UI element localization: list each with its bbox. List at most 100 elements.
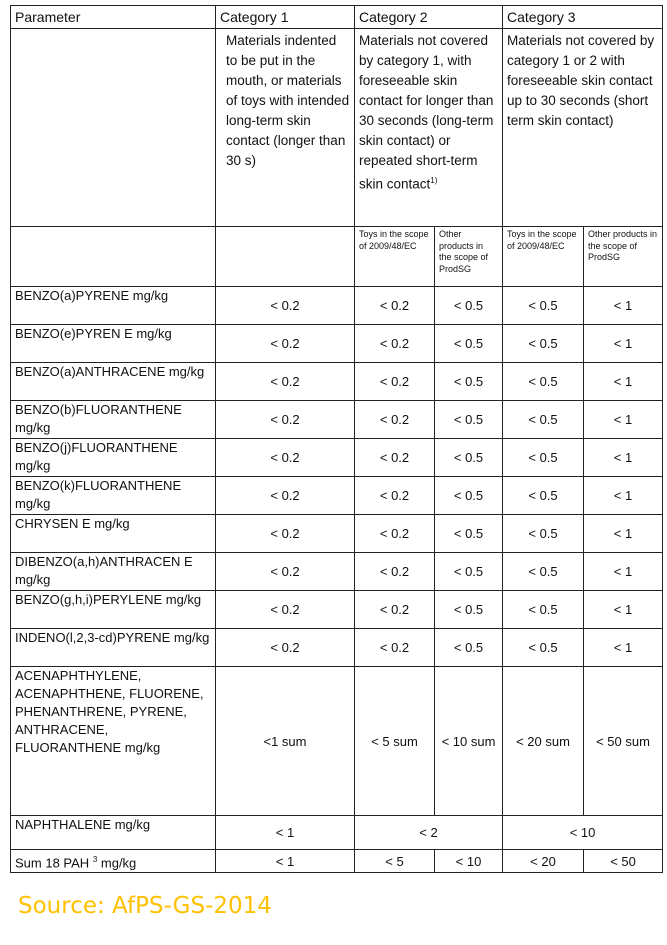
value-cell: < 0.2 (354, 590, 435, 629)
table-row: BENZO(a)ANTHRACENE mg/kg < 0.2 < 0.2 < 0.5 <… (10, 362, 664, 401)
param-name: BENZO(j)FLUORANTHENE mg/kg (10, 438, 216, 477)
value-cell: < 0.2 (354, 628, 435, 667)
value-cell: < 10 (502, 815, 664, 850)
value-cell: < 0.2 (215, 362, 355, 401)
value-cell: < 1 (583, 400, 664, 439)
value-cell: < 0.5 (502, 438, 585, 477)
value-cell: < 0.2 (354, 438, 435, 477)
value-cell: < 0.2 (215, 324, 355, 363)
empty-cell (10, 226, 216, 287)
source-caption: Source: AfPS-GS-2014 (18, 893, 272, 919)
table-row: BENZO(j)FLUORANTHENE mg/kg < 0.2 < 0.2 < 0.… (10, 438, 664, 477)
value-cell: < 0.2 (354, 324, 435, 363)
value-cell: < 0.5 (433, 476, 504, 515)
value-cell: < 1 (583, 324, 664, 363)
category-2-description: Materials not covered by category 1, wit… (353, 28, 504, 227)
cat3-other-subheader: Other products in the scope of ProdSG (583, 226, 664, 287)
value-cell: < 0.2 (215, 590, 355, 629)
value-cell: < 1 (215, 848, 355, 874)
header-category-3: Category 3 (502, 5, 664, 29)
value-cell: < 0.2 (215, 514, 355, 553)
table-row: DIBENZO(a,h)ANTHRACEN E mg/kg < 0.2 < 0.2 <… (10, 552, 664, 591)
footnote-marker: 3 (92, 855, 98, 864)
value-cell: < 0.5 (502, 476, 585, 515)
value-cell: <1 sum (215, 666, 355, 816)
category-2-description-text: Materials not covered by category 1, wit… (359, 33, 494, 192)
value-cell: < 0.5 (502, 514, 585, 553)
value-cell: < 0.5 (502, 286, 585, 325)
value-cell: < 0.5 (433, 552, 504, 591)
value-cell: < 0.2 (354, 362, 435, 401)
table-row: BENZO(g,h,i)PERYLENE mg/kg < 0.2 < 0.2 < 0.… (10, 590, 664, 629)
param-name: BENZO(a)ANTHRACENE mg/kg (10, 362, 216, 401)
value-cell: < 0.2 (215, 628, 355, 667)
table-row: BENZO(e)PYREN E mg/kg < 0.2 < 0.2 < 0.5 < 0.… (10, 324, 664, 363)
value-cell: < 10 (433, 848, 504, 874)
header-category-2: Category 2 (353, 5, 504, 29)
description-row: Materials indented to be put in the mout… (10, 28, 664, 227)
value-cell: < 1 (583, 438, 664, 477)
header-parameter: Parameter (10, 5, 216, 29)
param-unit: mg/kg (100, 855, 137, 871)
cat3-toys-subheader: Toys in the scope of 2009/48/EC (502, 226, 585, 287)
param-name: Sum 18 PAH 3 mg/kg (10, 848, 216, 874)
value-cell: < 0.5 (433, 324, 504, 363)
value-cell: < 50 (583, 848, 664, 874)
table-row: BENZO(b)FLUORANTHENE mg/kg < 0.2 < 0.2 < 0.… (10, 400, 664, 439)
value-cell: < 0.5 (502, 362, 585, 401)
cat2-other-subheader: Other products in the scope of ProdSG (433, 226, 504, 287)
param-name: BENZO(e)PYREN E mg/kg (10, 324, 216, 363)
param-text: Sum 18 PAH (15, 855, 90, 871)
value-cell: < 1 (583, 476, 664, 515)
value-cell: < 0.5 (433, 362, 504, 401)
value-cell: < 0.2 (215, 438, 355, 477)
pah-limits-table: Parameter Category 1 Category 2 Category… (10, 5, 664, 874)
value-cell: < 1 (583, 362, 664, 401)
header-row: Parameter Category 1 Category 2 Category… (10, 5, 664, 29)
value-cell: < 0.2 (354, 400, 435, 439)
value-cell: < 0.2 (354, 552, 435, 591)
value-cell: < 2 (353, 815, 504, 850)
value-cell: < 1 (583, 514, 664, 553)
param-name: NAPHTHALENE mg/kg (10, 815, 216, 850)
param-name: ACENAPHTHYLENE, ACENAPHTHENE, FLUORENE, … (10, 666, 216, 816)
value-cell: < 0.5 (502, 552, 585, 591)
value-cell: < 1 (583, 286, 664, 325)
value-cell: < 20 (502, 848, 585, 874)
header-category-1: Category 1 (215, 5, 355, 29)
footnote-marker: 1) (430, 176, 438, 185)
value-cell: < 0.2 (354, 476, 435, 515)
param-name: BENZO(k)FLUORANTHENE mg/kg (10, 476, 216, 515)
value-cell: < 0.5 (502, 324, 585, 363)
value-cell: < 0.5 (433, 590, 504, 629)
table-row-sum: Sum 18 PAH 3 mg/kg < 1 < 5 < 10 < 20 < 5… (10, 848, 664, 874)
param-name: BENZO(b)FLUORANTHENE mg/kg (10, 400, 216, 439)
value-cell: < 0.2 (215, 476, 355, 515)
param-name: CHRYSEN E mg/kg (10, 514, 216, 553)
value-cell: < 0.5 (433, 628, 504, 667)
table-row: CHRYSEN E mg/kg < 0.2 < 0.2 < 0.5 < 0.5 < 1 (10, 514, 664, 553)
table-row-naphthalene: NAPHTHALENE mg/kg < 1 < 2 < 10 (10, 815, 664, 850)
table-row: BENZO(k)FLUORANTHENE mg/kg < 0.2 < 0.2 < 0.… (10, 476, 664, 515)
table-row: INDENO(l,2,3-cd)PYRENE mg/kg < 0.2 < 0.2 < … (10, 628, 664, 667)
value-cell: < 1 (583, 628, 664, 667)
param-name: INDENO(l,2,3-cd)PYRENE mg/kg (10, 628, 216, 667)
value-cell: < 5 (354, 848, 435, 874)
table-row: BENZO(a)PYRENE mg/kg < 0.2 < 0.2 < 0.5 < 0.5… (10, 286, 664, 325)
value-cell: < 0.2 (215, 286, 355, 325)
value-cell: < 0.2 (215, 400, 355, 439)
subheader-row: Toys in the scope of 2009/48/EC Other pr… (10, 226, 664, 287)
value-cell: < 10 sum (433, 666, 504, 816)
value-cell: < 5 sum (354, 666, 435, 816)
value-cell: < 0.5 (502, 400, 585, 439)
value-cell: < 0.2 (354, 286, 435, 325)
param-name: BENZO(g,h,i)PERYLENE mg/kg (10, 590, 216, 629)
table-row-group: ACENAPHTHYLENE, ACENAPHTHENE, FLUORENE, … (10, 666, 664, 816)
category-1-description: Materials indented to be put in the mout… (215, 28, 355, 227)
value-cell: < 50 sum (583, 666, 664, 816)
value-cell: < 0.5 (502, 590, 585, 629)
value-cell: < 0.2 (354, 514, 435, 553)
value-cell: < 0.5 (433, 400, 504, 439)
value-cell: < 0.5 (502, 628, 585, 667)
cat2-toys-subheader: Toys in the scope of 2009/48/EC (354, 226, 435, 287)
